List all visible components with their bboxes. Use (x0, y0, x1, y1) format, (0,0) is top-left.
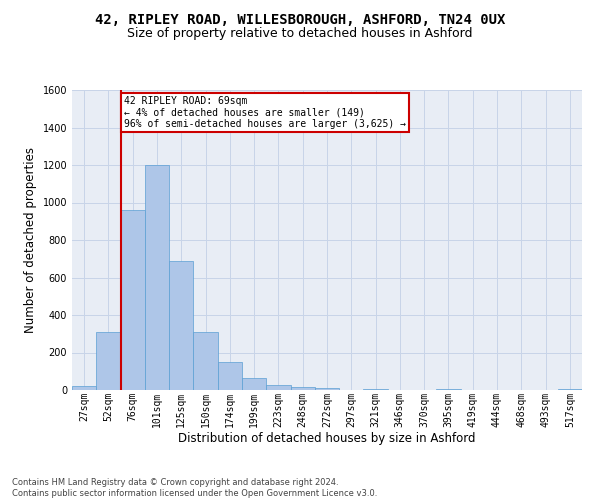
Bar (169, 260, 193, 390)
Bar (558, 389, 582, 390)
Bar (436, 389, 461, 390)
Bar (145, 165, 169, 390)
Bar (96, 332, 121, 390)
Text: Contains HM Land Registry data © Crown copyright and database right 2024.
Contai: Contains HM Land Registry data © Crown c… (12, 478, 377, 498)
Bar (364, 389, 388, 390)
Bar (121, 210, 145, 390)
Bar (218, 362, 242, 390)
Bar (315, 388, 339, 390)
Text: 42, RIPLEY ROAD, WILLESBOROUGH, ASHFORD, TN24 0UX: 42, RIPLEY ROAD, WILLESBOROUGH, ASHFORD,… (95, 12, 505, 26)
Bar (193, 332, 218, 390)
X-axis label: Distribution of detached houses by size in Ashford: Distribution of detached houses by size … (178, 432, 476, 445)
Bar (290, 387, 315, 390)
Bar (72, 386, 96, 390)
Bar (242, 378, 266, 390)
Text: 42 RIPLEY ROAD: 69sqm
← 4% of detached houses are smaller (149)
96% of semi-deta: 42 RIPLEY ROAD: 69sqm ← 4% of detached h… (124, 96, 406, 129)
Text: Size of property relative to detached houses in Ashford: Size of property relative to detached ho… (127, 28, 473, 40)
Y-axis label: Number of detached properties: Number of detached properties (24, 147, 37, 333)
Bar (266, 386, 290, 390)
